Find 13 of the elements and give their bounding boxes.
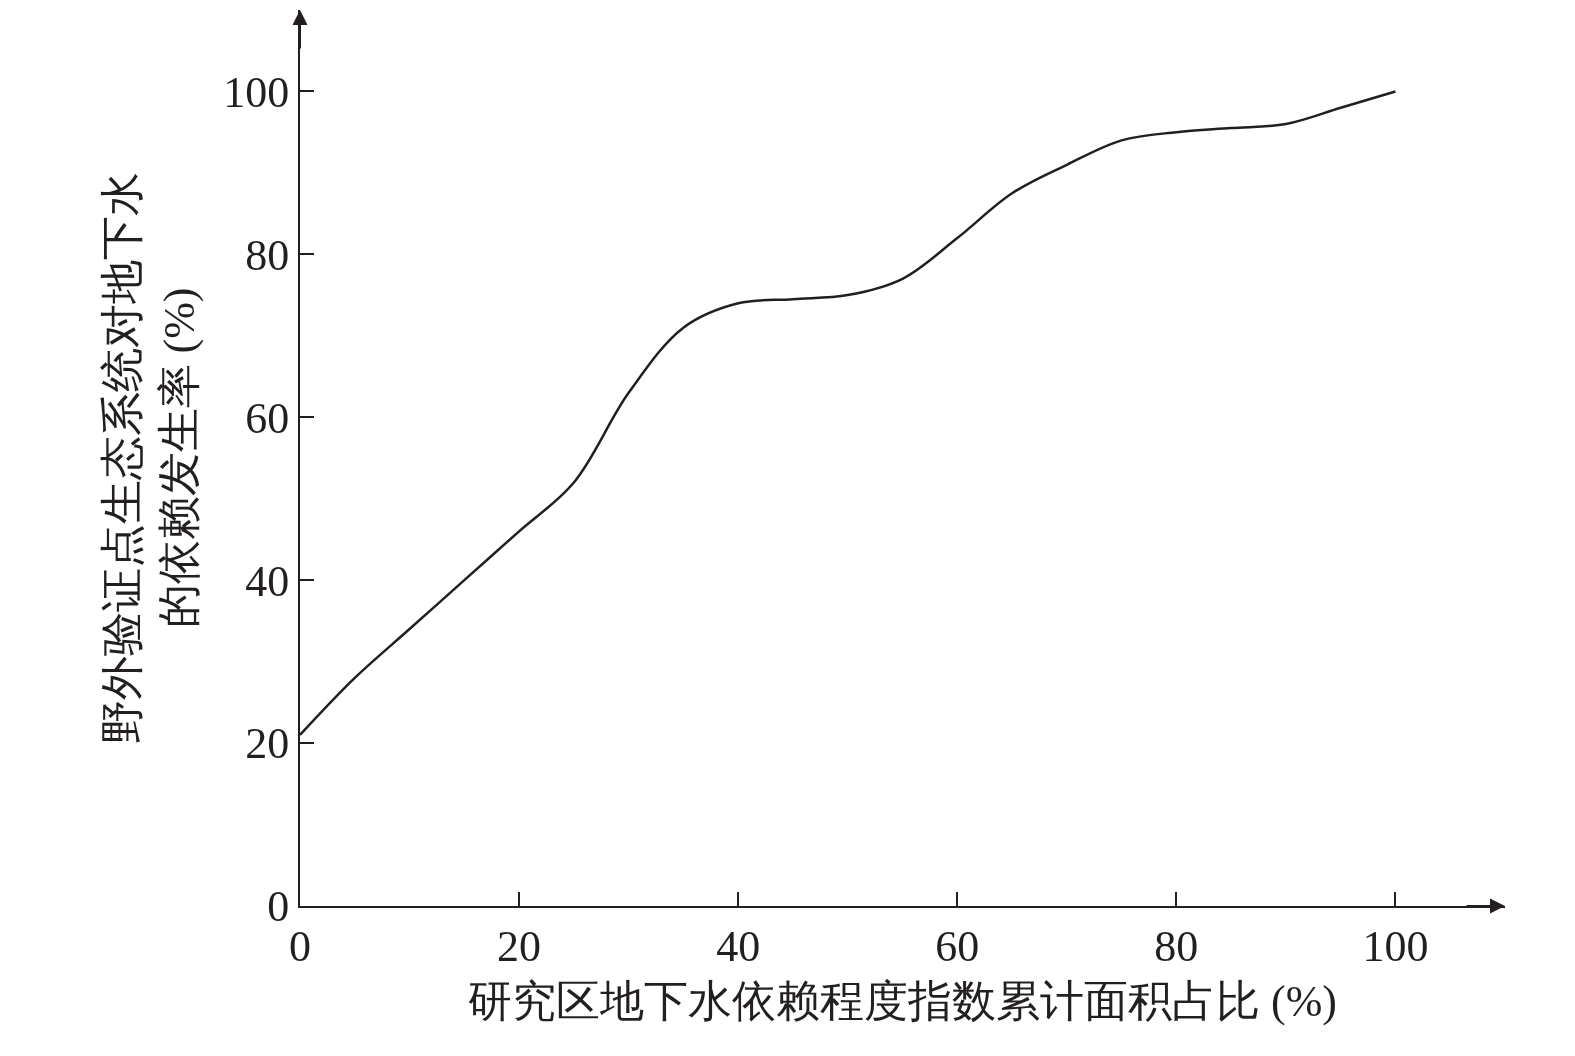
y-tick-label: 80 <box>245 230 290 280</box>
y-tick-label: 0 <box>267 882 290 932</box>
x-tick-label: 60 <box>935 921 980 971</box>
x-tick-label: 80 <box>1154 921 1199 971</box>
y-axis-title: 野外验证点生态系统对地下水的依赖发生率 (%) <box>97 172 204 744</box>
x-tick-label: 20 <box>497 921 542 971</box>
y-tick-label: 20 <box>245 719 290 769</box>
y-tick-label: 40 <box>245 556 290 606</box>
x-tick-label: 100 <box>1362 921 1429 971</box>
x-tick-label: 40 <box>716 921 761 971</box>
x-axis-title: 研究区地下水依赖程度指数累计面积占比 (%) <box>468 976 1337 1026</box>
y-tick-label: 60 <box>245 393 290 443</box>
y-tick-label: 100 <box>223 67 290 117</box>
